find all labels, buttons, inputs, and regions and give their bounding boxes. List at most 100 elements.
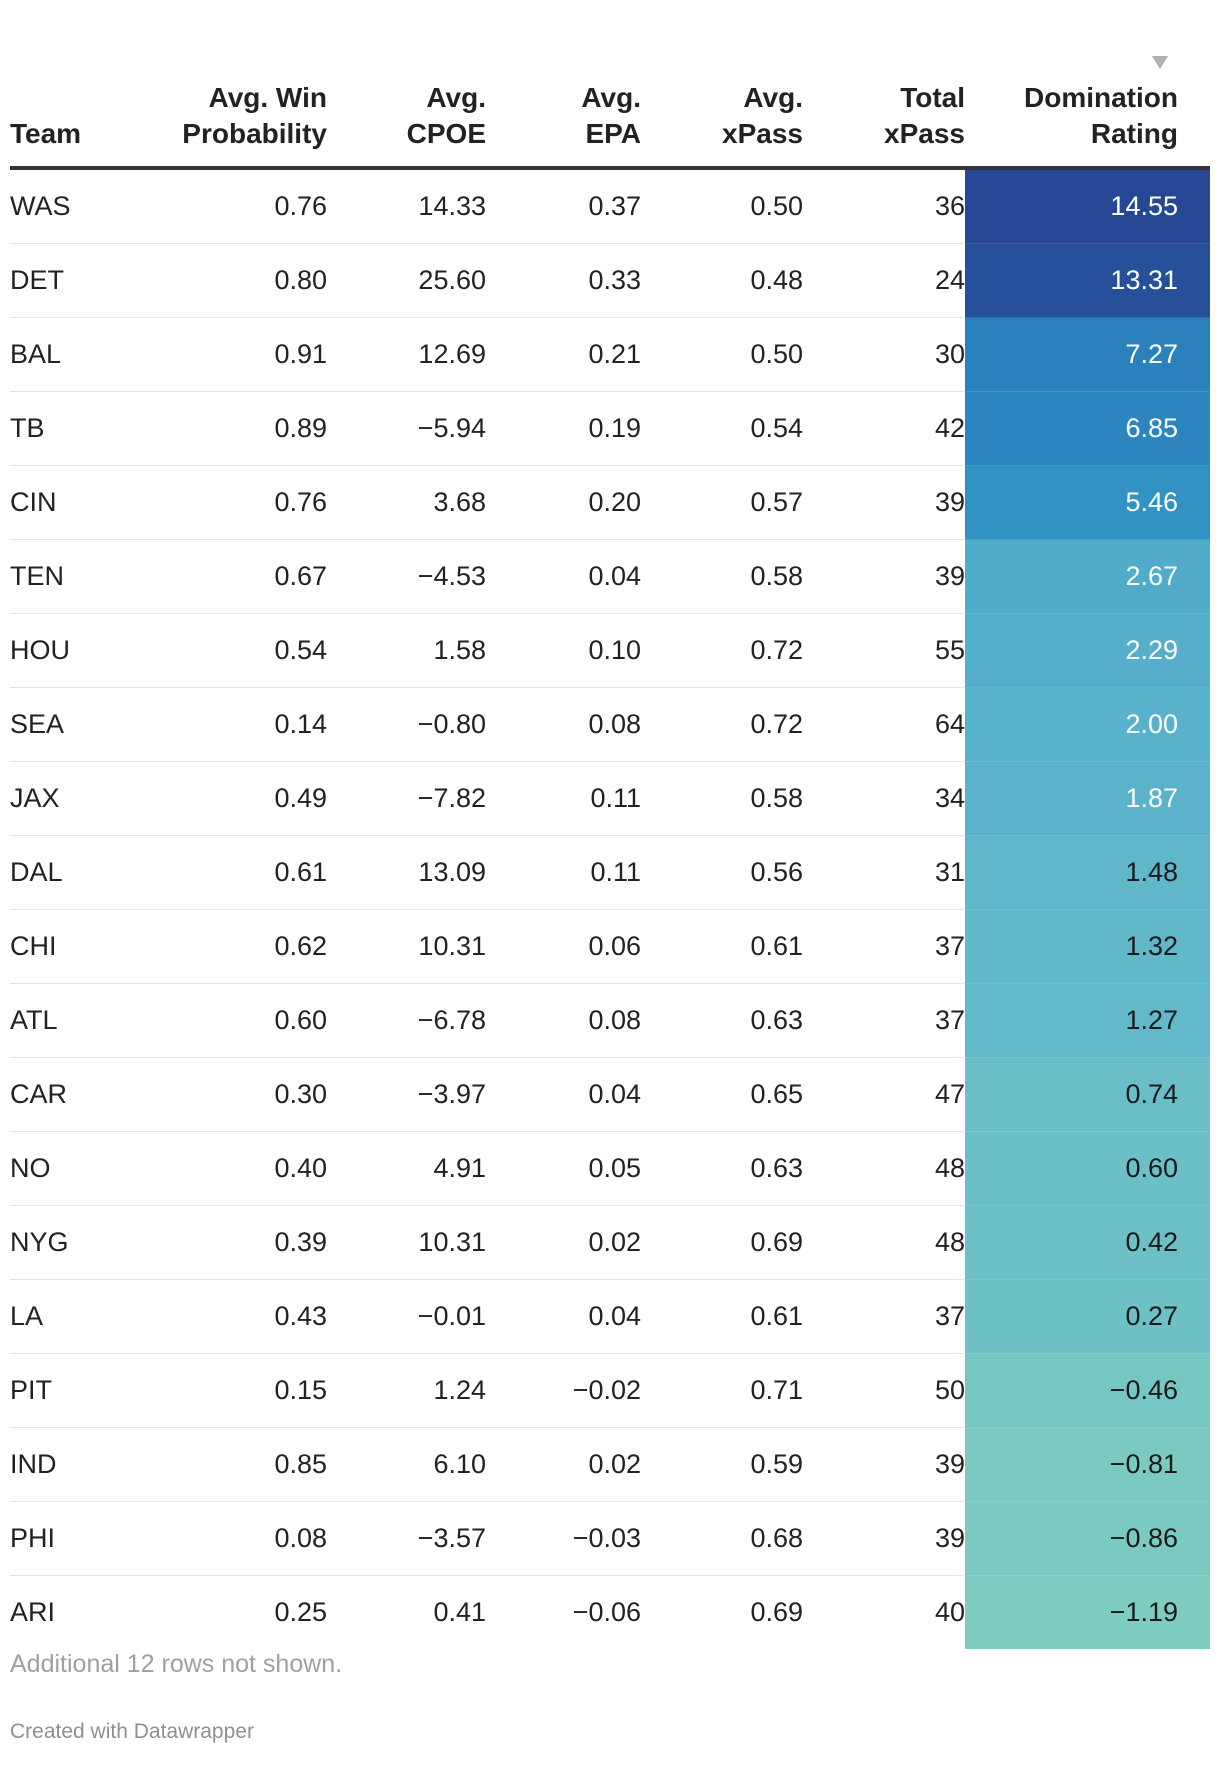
table-row: CHI 0.62 10.31 0.06 0.61 37 1.32	[10, 909, 1210, 984]
cell-total-xpass: 37	[803, 1279, 965, 1354]
cell-win-prob: 0.76	[130, 465, 327, 540]
cell-team: DAL	[10, 835, 130, 910]
cell-xpass: 0.72	[641, 613, 803, 688]
cell-xpass: 0.69	[641, 1205, 803, 1280]
cell-team: BAL	[10, 317, 130, 392]
table-row: ARI 0.25 0.41 −0.06 0.69 40 −1.19	[10, 1575, 1210, 1649]
column-header-label: EPA	[585, 118, 642, 149]
cell-epa: 0.08	[486, 687, 641, 762]
cell-cpoe: 0.41	[433, 1597, 486, 1627]
cell-epa: 0.19	[486, 391, 641, 466]
cell-domination: 7.27	[965, 317, 1210, 392]
cell-epa: 0.02	[486, 1427, 641, 1502]
cell-cpoe: 4.91	[327, 1131, 486, 1206]
cell-win-prob: 0.54	[130, 613, 327, 688]
cell-win-prob: 0.67	[130, 539, 327, 614]
cell-epa: 0.11	[486, 761, 641, 836]
cell-epa: 0.06	[486, 909, 641, 984]
cell-cpoe: 14.33	[327, 168, 486, 244]
team-stats-table: Team Avg. Win Probability Avg. CPOE Avg. EPA Av…	[10, 80, 1210, 1649]
cell-domination: 1.48	[965, 835, 1210, 910]
sort-descending-icon[interactable]	[1152, 56, 1168, 69]
column-header-team[interactable]: Team	[10, 80, 130, 170]
cell-cpoe: −0.80	[327, 687, 486, 762]
cell-xpass: 0.65	[641, 1057, 803, 1132]
column-header-label: Team	[10, 118, 82, 149]
cell-domination: 6.85	[965, 391, 1210, 466]
cell-team: CIN	[10, 465, 130, 540]
cell-domination: 1.27	[965, 983, 1210, 1058]
cell-domination: 5.46	[965, 465, 1210, 540]
cell-team: NO	[10, 1131, 130, 1206]
cell-total-xpass: 24	[803, 243, 965, 318]
table-row: SEA 0.14 −0.80 0.08 0.72 64 2.00	[10, 687, 1210, 762]
cell-domination: −0.86	[965, 1501, 1210, 1576]
cell-xpass: 0.50	[641, 168, 803, 244]
cell-xpass: 0.50	[641, 317, 803, 392]
cell-epa: 0.20	[486, 465, 641, 540]
column-header-cpoe[interactable]: Avg. CPOE	[327, 80, 486, 170]
cell-xpass: 0.56	[641, 835, 803, 910]
cell-win-prob: 0.30	[130, 1057, 327, 1132]
cell-total-xpass: 31	[803, 835, 965, 910]
cell-xpass: 0.61	[641, 1279, 803, 1354]
column-header-label: Probability	[182, 118, 327, 149]
table-row: JAX 0.49 −7.82 0.11 0.58 34 1.87	[10, 761, 1210, 836]
datawrapper-credit: Created with Datawrapper	[10, 1720, 254, 1743]
column-header-label: xPass	[884, 118, 965, 149]
cell-xpass: 0.69	[750, 1597, 803, 1627]
cell-total-xpass: 42	[803, 391, 965, 466]
cell-team: IND	[10, 1427, 130, 1502]
cell-xpass: 0.58	[641, 539, 803, 614]
cell-domination: 1.32	[965, 909, 1210, 984]
cell-win-prob: 0.08	[130, 1501, 327, 1576]
cell-team: JAX	[10, 761, 130, 836]
cell-xpass: 0.63	[641, 1131, 803, 1206]
cell-cpoe: −6.78	[327, 983, 486, 1058]
cell-team: ATL	[10, 983, 130, 1058]
cell-total-xpass: 50	[803, 1353, 965, 1428]
cell-xpass: 0.48	[641, 243, 803, 318]
column-header-epa[interactable]: Avg. EPA	[486, 80, 642, 170]
cell-win-prob: 0.91	[130, 317, 327, 392]
cell-team: DET	[10, 243, 130, 318]
cell-team: ARI	[10, 1597, 56, 1627]
cell-domination: 0.42	[965, 1205, 1210, 1280]
cell-xpass: 0.63	[641, 983, 803, 1058]
cell-total-xpass: 39	[803, 1501, 965, 1576]
cell-cpoe: 1.24	[327, 1353, 486, 1428]
cell-cpoe: −3.57	[327, 1501, 486, 1576]
column-header-xpass[interactable]: Avg. xPass	[641, 80, 803, 170]
cell-domination: 13.31	[965, 243, 1210, 318]
cell-win-prob: 0.89	[130, 391, 327, 466]
table-row: PHI 0.08 −3.57 −0.03 0.68 39 −0.86	[10, 1501, 1210, 1576]
column-header-win-prob[interactable]: Avg. Win Probability	[130, 80, 327, 170]
cell-xpass: 0.57	[641, 465, 803, 540]
table-row: ATL 0.60 −6.78 0.08 0.63 37 1.27	[10, 983, 1210, 1058]
cell-win-prob: 0.60	[130, 983, 327, 1058]
table-row: IND 0.85 6.10 0.02 0.59 39 −0.81	[10, 1427, 1210, 1502]
cell-domination: 2.29	[965, 613, 1210, 688]
cell-team: TEN	[10, 539, 130, 614]
column-header-total-xpass[interactable]: Total xPass	[803, 80, 965, 170]
cell-epa: 0.21	[486, 317, 641, 392]
cell-total-xpass: 37	[803, 983, 965, 1058]
cell-epa: −0.02	[486, 1353, 641, 1428]
column-header-domination[interactable]: Domination Rating	[965, 80, 1210, 170]
cell-epa: −0.06	[572, 1597, 641, 1627]
cell-total-xpass: 34	[803, 761, 965, 836]
cell-epa: −0.03	[486, 1501, 641, 1576]
cell-domination: −0.81	[965, 1427, 1210, 1502]
cell-cpoe: 25.60	[327, 243, 486, 318]
table-body: WAS 0.76 14.33 0.37 0.50 36 14.55 DET 0.80 25.60 0…	[10, 168, 1210, 1649]
cell-team: LA	[10, 1279, 130, 1354]
cell-win-prob: 0.49	[130, 761, 327, 836]
rows-not-shown-note: Additional 12 rows not shown.	[10, 1650, 343, 1678]
table-row: CIN 0.76 3.68 0.20 0.57 39 5.46	[10, 465, 1210, 540]
table-row: LA 0.43 −0.01 0.04 0.61 37 0.27	[10, 1279, 1210, 1354]
cell-team: CHI	[10, 909, 130, 984]
cell-total-xpass: 37	[803, 909, 965, 984]
table-row: BAL 0.91 12.69 0.21 0.50 30 7.27	[10, 317, 1210, 392]
table-row: NO 0.40 4.91 0.05 0.63 48 0.60	[10, 1131, 1210, 1206]
cell-epa: 0.08	[486, 983, 641, 1058]
